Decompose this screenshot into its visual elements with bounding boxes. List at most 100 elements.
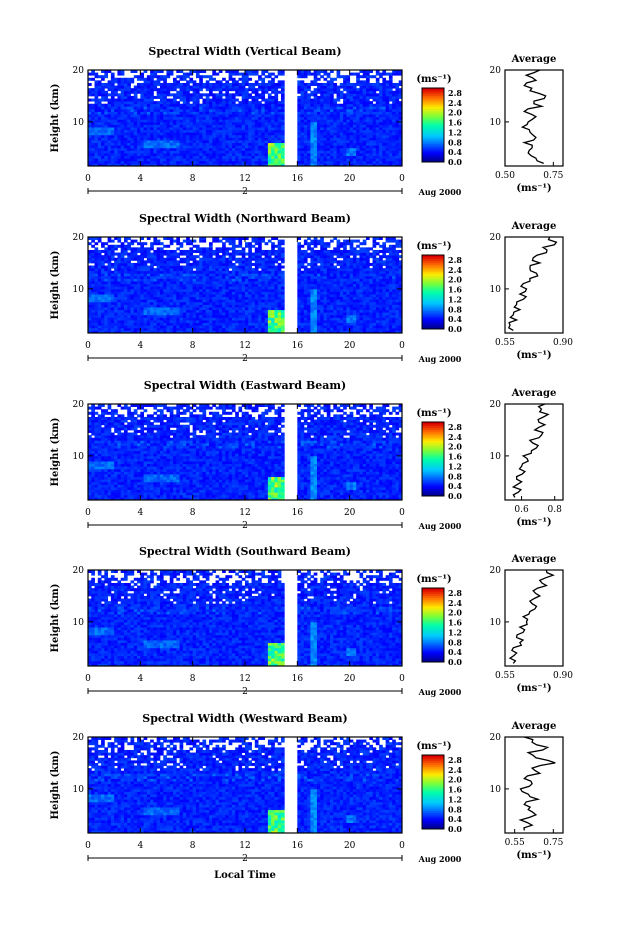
heatmap-cell — [153, 150, 158, 154]
heatmap-cell — [101, 134, 105, 138]
heatmap-cell — [385, 132, 390, 136]
heatmap-cell — [130, 98, 135, 102]
heatmap-cell — [192, 314, 197, 318]
heatmap-cell — [254, 314, 259, 318]
heatmap-cell — [140, 145, 145, 149]
heatmap-cell — [307, 160, 311, 164]
heatmap-cell — [225, 247, 230, 251]
heatmap-cell — [369, 82, 373, 86]
heatmap-cell — [392, 101, 396, 105]
heatmap-cell — [137, 330, 141, 334]
heatmap-cell — [150, 158, 154, 162]
heatmap-cell — [205, 270, 210, 274]
heatmap-cell — [114, 283, 118, 287]
heatmap-cell — [231, 320, 236, 324]
heatmap-cell — [133, 98, 138, 102]
heatmap-cell — [248, 101, 252, 105]
heatmap-cell — [277, 70, 282, 73]
heatmap-cell — [195, 127, 200, 131]
heatmap-cell — [153, 262, 158, 266]
heatmap-cell — [303, 108, 308, 112]
heatmap-cell — [333, 88, 337, 92]
y-axis-label: Height (km) — [50, 84, 61, 153]
heatmap-cell — [235, 304, 239, 308]
heatmap-cell — [173, 317, 177, 321]
heatmap-cell — [205, 114, 210, 118]
heatmap-cell — [333, 124, 337, 128]
heatmap-cell — [205, 327, 210, 331]
heatmap-cells — [88, 237, 403, 334]
heatmap-cell — [359, 127, 364, 131]
heatmap-cell — [169, 147, 174, 151]
heatmap-cell — [150, 275, 154, 279]
heatmap-cell — [120, 299, 125, 303]
heatmap-cell — [186, 85, 190, 89]
heatmap-cell — [94, 262, 99, 266]
heatmap-cell — [248, 307, 252, 311]
heatmap-cell — [388, 111, 393, 115]
heatmap-cell — [199, 252, 203, 256]
heatmap-cell — [189, 242, 194, 246]
heatmap-cell — [91, 325, 95, 329]
heatmap-cell — [248, 244, 252, 248]
heatmap-cell — [346, 134, 351, 138]
heatmap-cell — [218, 137, 223, 141]
heatmap-cell — [97, 288, 102, 292]
heatmap-cell — [323, 150, 328, 154]
heatmap-cell — [303, 140, 308, 144]
heatmap-cell — [163, 150, 167, 154]
heatmap-cell — [143, 147, 148, 151]
heatmap-cell — [222, 98, 226, 102]
heatmap-cell — [398, 137, 403, 141]
heatmap-cell — [163, 262, 167, 266]
heatmap-cell — [143, 255, 148, 259]
heatmap-cell — [123, 299, 128, 303]
heatmap-cell — [137, 127, 141, 131]
heatmap-cell — [97, 268, 102, 272]
heatmap-cell — [231, 301, 236, 305]
heatmap-cell — [245, 121, 249, 125]
heatmap-cell — [277, 145, 282, 149]
heatmap-cell — [388, 147, 393, 151]
heatmap-cell — [88, 301, 92, 305]
heatmap-cell — [254, 132, 259, 136]
heatmap-cell — [137, 265, 141, 269]
heatmap-cell — [238, 309, 243, 313]
heatmap-cell — [251, 288, 256, 292]
heatmap-cell — [195, 314, 200, 318]
heatmap-cell — [127, 93, 131, 97]
heatmap-cell — [388, 103, 393, 107]
heatmap-cell — [110, 101, 115, 105]
heatmap-cell — [248, 273, 252, 277]
heatmap-cell — [101, 309, 105, 313]
heatmap-cell — [231, 242, 236, 246]
heatmap-cell — [186, 322, 190, 326]
heatmap-cell — [110, 244, 115, 248]
heatmap-cell — [140, 286, 145, 290]
heatmap-cell — [163, 140, 167, 144]
heatmap-cell — [88, 132, 92, 136]
heatmap-cell — [176, 93, 180, 97]
heatmap-cell — [88, 288, 92, 292]
heatmap-cell — [225, 93, 230, 97]
heatmap-cell — [143, 307, 148, 311]
heatmap-cell — [176, 80, 180, 84]
heatmap-cell — [346, 150, 351, 154]
heatmap-cell — [274, 142, 279, 146]
heatmap-cell — [320, 132, 324, 136]
heatmap-cell — [258, 288, 262, 292]
panel-title: Spectral Width (Vertical Beam) — [148, 45, 341, 58]
heatmap-cell — [307, 111, 311, 115]
heatmap-cell — [150, 106, 154, 110]
heatmap-cell — [182, 288, 187, 292]
heatmap-cell — [235, 82, 239, 86]
heatmap-cell — [169, 317, 174, 321]
heatmap-cell — [179, 320, 184, 324]
heatmap-cell — [189, 247, 194, 251]
heatmap-cell — [245, 244, 249, 248]
heatmap-cell — [349, 160, 354, 164]
heatmap-cell — [189, 257, 194, 261]
heatmap-cell — [375, 124, 380, 128]
heatmap-cell — [222, 140, 226, 144]
heatmap-cell — [254, 291, 259, 295]
